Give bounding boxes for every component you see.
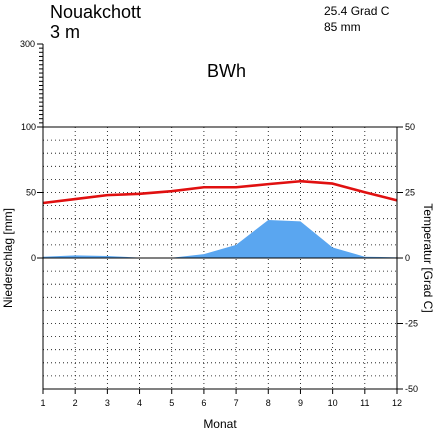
precipitation-series xyxy=(42,220,398,258)
month-tick-label: 8 xyxy=(266,398,271,408)
x-axis-label: Monat xyxy=(203,417,237,430)
month-tick-label: 4 xyxy=(137,398,142,408)
precip-axis-label: Niederschlag [mm] xyxy=(1,208,15,308)
precip-tick-label: 300 xyxy=(20,39,35,49)
precipitation-area xyxy=(43,220,397,258)
month-tick-label: 10 xyxy=(328,398,338,408)
temperature-series xyxy=(42,179,398,205)
temp-tick-label: -50 xyxy=(405,384,418,394)
temp-tick-label: 25 xyxy=(405,188,415,198)
temp-tick-label: 0 xyxy=(405,253,410,263)
month-tick-label: 12 xyxy=(392,398,402,408)
precip-tick-label: 0 xyxy=(31,253,36,263)
temp-tick-label: 50 xyxy=(405,122,415,132)
month-tick-label: 1 xyxy=(40,398,45,408)
precip-tick-label: 100 xyxy=(21,122,36,132)
station-name: Nouakchott xyxy=(50,2,141,22)
temperature-line xyxy=(42,179,398,205)
temp-tick-label: -25 xyxy=(405,319,418,329)
annual-precipitation: 85 mm xyxy=(324,20,361,34)
upper-precip-ticks xyxy=(37,43,44,127)
month-tick-label: 9 xyxy=(298,398,303,408)
station-elevation: 3 m xyxy=(50,22,80,42)
month-tick-label: 2 xyxy=(73,398,78,408)
month-tick-label: 11 xyxy=(360,398,369,408)
month-tick-label: 5 xyxy=(169,398,174,408)
plot-axes xyxy=(37,126,403,394)
month-tick-label: 6 xyxy=(201,398,206,408)
month-tick-label: 7 xyxy=(234,398,239,408)
grid-lines xyxy=(43,127,397,389)
climate-classification: BWh xyxy=(207,61,246,81)
mean-temperature: 25.4 Grad C xyxy=(324,4,390,18)
temp-axis-label: Temperatur [Grad C] xyxy=(421,203,435,312)
precip-tick-label: 50 xyxy=(26,188,36,198)
month-tick-label: 3 xyxy=(105,398,110,408)
